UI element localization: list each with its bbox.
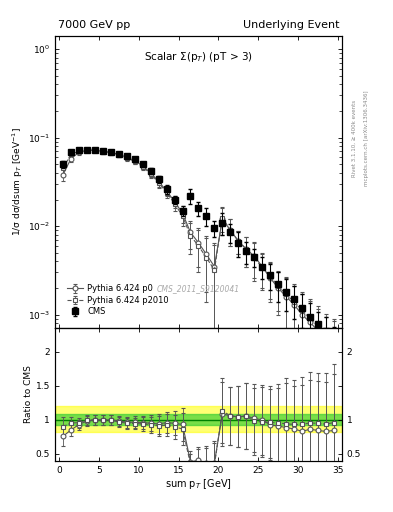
Text: CMS_2011_S9120041: CMS_2011_S9120041 bbox=[157, 284, 240, 293]
Text: Rivet 3.1.10, ≥ 400k events: Rivet 3.1.10, ≥ 400k events bbox=[352, 100, 357, 177]
Bar bbox=[55, 415, 342, 425]
Text: Scalar $\Sigma$(p$_T$) (pT > 3): Scalar $\Sigma$(p$_T$) (pT > 3) bbox=[144, 51, 253, 65]
Y-axis label: Ratio to CMS: Ratio to CMS bbox=[24, 366, 33, 423]
Text: Underlying Event: Underlying Event bbox=[242, 20, 339, 30]
Text: 7000 GeV pp: 7000 GeV pp bbox=[58, 20, 130, 30]
Legend: Pythia 6.424 p0, Pythia 6.424 p2010, CMS: Pythia 6.424 p0, Pythia 6.424 p2010, CMS bbox=[65, 283, 171, 318]
Text: mcplots.cern.ch [arXiv:1306.3436]: mcplots.cern.ch [arXiv:1306.3436] bbox=[364, 91, 369, 186]
Bar bbox=[55, 407, 342, 432]
X-axis label: sum p$_T$ [GeV]: sum p$_T$ [GeV] bbox=[165, 477, 232, 492]
Y-axis label: 1/σ dσ/dsum p$_T$ [GeV$^{-1}$]: 1/σ dσ/dsum p$_T$ [GeV$^{-1}$] bbox=[11, 127, 25, 237]
